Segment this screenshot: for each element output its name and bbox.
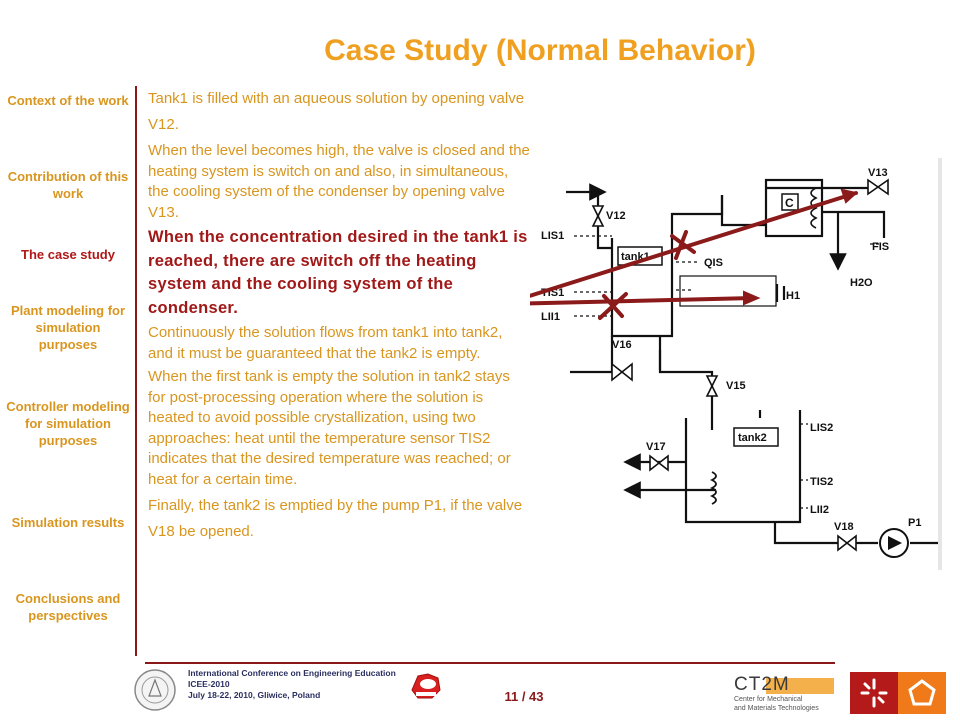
paragraph-emphasis: When the concentration desired in the ta… (148, 228, 528, 317)
ct2m-logo: CT2M Center for Mechanical and Materials… (734, 674, 838, 716)
page-number: 11 / 43 (504, 689, 544, 704)
paragraph: Tank1 is filled with an aqueous solution… (148, 90, 525, 133)
paragraph: Continuously the solution flows from tan… (148, 324, 503, 362)
label-h1: H1 (786, 290, 800, 302)
label-lii2: LII2 (810, 504, 829, 516)
nav-item-conclusions[interactable]: Conclusions and perspectives (15, 591, 121, 623)
arrow-to-condenser (530, 191, 858, 298)
label-tank2: tank2 (738, 432, 767, 444)
conference-line-2: ICEE-2010 (188, 679, 230, 689)
process-diagram: V13 C V12 LIS1 tank1 QIS FIS H2O TIS1 H1… (530, 158, 942, 570)
conference-line-1: International Conference on Engineering … (188, 668, 396, 678)
label-h2o: H2O (850, 277, 873, 289)
arrow-to-heater (530, 296, 756, 306)
conference-logo-icon (411, 673, 441, 699)
label-v16: V16 (612, 339, 632, 351)
nav-item-contribution[interactable]: Contribution of this work (7, 169, 129, 201)
label-v15: V15 (726, 380, 746, 392)
label-v18: V18 (834, 521, 854, 533)
label-v13: V13 (868, 167, 888, 179)
nav-item-case-study[interactable]: The case study (21, 247, 115, 262)
label-lii1: LII1 (541, 311, 560, 323)
slide-title: Case Study (Normal Behavior) (324, 34, 756, 67)
footer-rule (145, 662, 835, 664)
label-lis2: LIS2 (810, 422, 833, 434)
ct2m-logo-bar (766, 678, 834, 694)
paragraph: Finally, the tank2 is emptied by the pum… (148, 497, 523, 540)
label-tis2: TIS2 (810, 476, 833, 488)
ct2m-logo-text: CT2M (734, 674, 790, 695)
nav-divider (135, 86, 137, 656)
label-p1: P1 (908, 517, 921, 529)
conference-line-3: July 18-22, 2010, Gliwice, Poland (188, 690, 321, 700)
content-text: Tank1 is filled with an aqueous solution… (148, 86, 530, 548)
ct2m-subtitle: Center for Mechanical and Materials Tech… (734, 696, 819, 713)
university-minho-logo-icon (850, 672, 946, 714)
conference-info: International Conference on Engineering … (188, 668, 396, 701)
ct2m-subtitle-line: and Materials Technologies (734, 704, 819, 712)
paragraph: When the first tank is empty the solutio… (148, 368, 511, 488)
nav-item-plant-modeling[interactable]: Plant modeling for simulation purposes (10, 303, 126, 352)
nav-item-controller-modeling[interactable]: Controller modeling for simulation purpo… (6, 399, 130, 448)
label-c: C (785, 196, 794, 210)
label-qis: QIS (704, 257, 723, 269)
label-v12: V12 (606, 210, 626, 222)
nav-item-simulation-results[interactable]: Simulation results (11, 515, 125, 530)
label-fis: FIS (872, 241, 889, 253)
label-lis1: LIS1 (541, 230, 564, 242)
paragraph: When the level becomes high, the valve i… (148, 142, 530, 221)
university-seal-icon (134, 669, 176, 711)
nav-item-context[interactable]: Context of the work (7, 93, 129, 108)
ct2m-subtitle-line: Center for Mechanical (734, 696, 803, 703)
label-v17: V17 (646, 441, 666, 453)
